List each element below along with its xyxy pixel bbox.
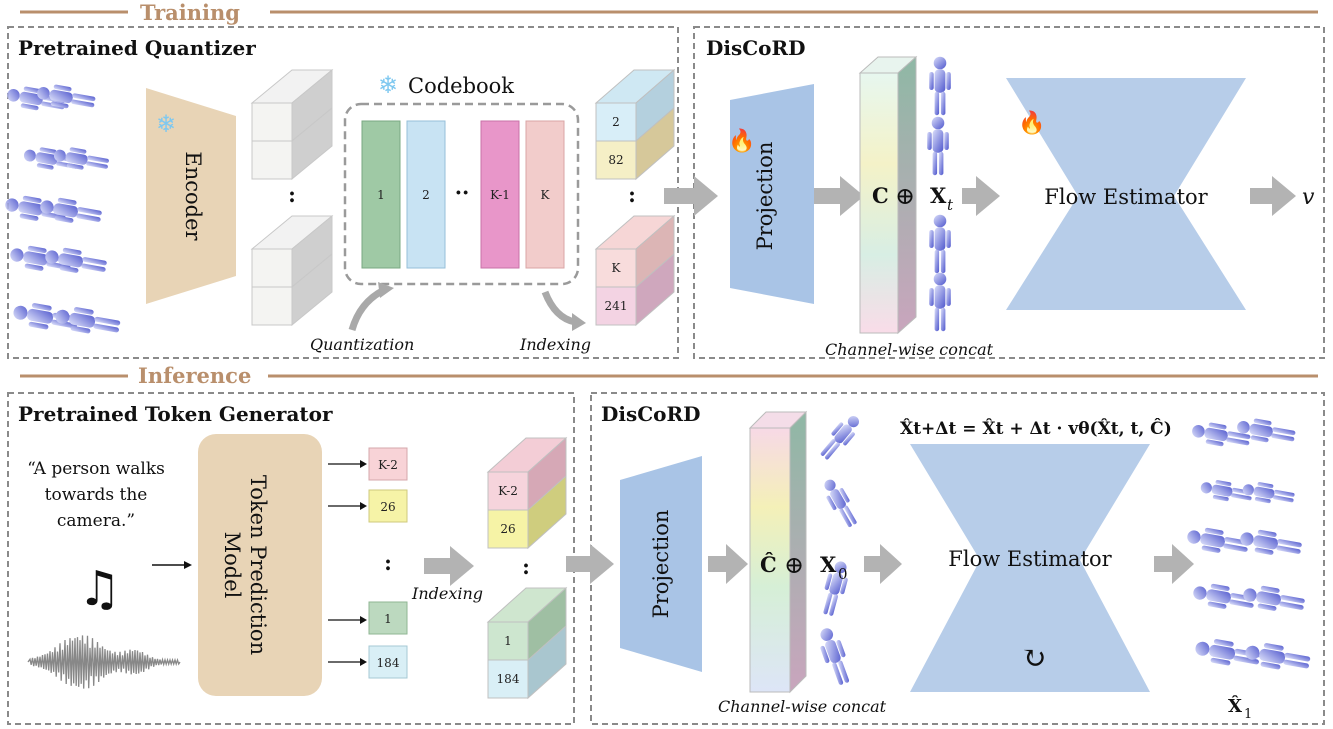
codebook-entry-k-1-label: K-1	[490, 188, 510, 202]
generator-title: Pretrained Token Generator	[18, 402, 333, 426]
train-output-v: v	[1302, 185, 1315, 210]
train-output-arrow	[1250, 176, 1296, 216]
music-note-icon: ♫	[78, 561, 121, 617]
infer-projection-label: Projection	[649, 510, 673, 619]
infer-channel-concat-label: Channel-wise concat	[718, 697, 887, 716]
train-x-symbol: X	[930, 183, 947, 208]
train-flow-fire-icon: 🔥	[1018, 110, 1045, 136]
token-bottom-b: 241	[605, 299, 628, 313]
train-x-subscript: t	[947, 196, 954, 214]
infer-cube-token-4: 184	[497, 672, 520, 686]
training-header: Training	[140, 0, 240, 25]
infer-flow-label: Flow Estimator	[948, 547, 1112, 571]
codebook-entry-2-label: 2	[422, 188, 430, 202]
codebook-label: Codebook	[408, 74, 514, 98]
discord-infer-title: DisCoRD	[601, 402, 700, 426]
train-projection-label: Projection	[753, 142, 777, 251]
train-flow-label: Flow Estimator	[1044, 185, 1208, 209]
train-projection-fire-icon: 🔥	[728, 128, 755, 154]
output-x-subscript: 1	[1244, 707, 1252, 722]
codebook-snowflake-icon: ❄	[378, 71, 398, 99]
token-top-a: 2	[612, 115, 620, 129]
quantizer-title: Pretrained Quantizer	[18, 36, 256, 60]
generated-motion-figures	[1185, 416, 1311, 675]
train-arrow-2	[814, 176, 864, 216]
generated-token-arrowheads	[360, 460, 367, 666]
music-arrowhead	[184, 561, 192, 569]
infer-cube-token-2: 26	[500, 522, 515, 536]
infer-oplus-symbol: ⊕	[784, 551, 804, 579]
infer-c-symbol: Ĉ	[760, 552, 777, 577]
token-bottom-a: K	[612, 261, 622, 275]
update-equation: X̂t+Δt = X̂t + Δt · vθ(X̂t, t, Ĉ)	[900, 418, 1172, 439]
gen-token-3: 1	[384, 612, 392, 626]
infer-arrow-2	[708, 544, 748, 584]
indexing-arrow	[545, 292, 575, 322]
train-oplus-symbol: ⊕	[895, 182, 915, 210]
encoder-snowflake-icon: ❄	[156, 110, 176, 138]
indexing-arrowhead	[572, 313, 586, 331]
train-c-symbol: C	[872, 183, 889, 208]
prompt-line-3: camera.”	[57, 511, 135, 531]
quantization-label: Quantization	[310, 335, 414, 354]
encoder-label: Encoder	[181, 151, 205, 241]
token-colon: :	[628, 182, 636, 207]
quantization-arrow	[352, 290, 384, 330]
train-arrow-3	[962, 176, 1000, 216]
gen-token-colon: :	[384, 550, 392, 575]
codebook-entry-1-label: 1	[377, 188, 385, 202]
inference-header: Inference	[138, 363, 251, 388]
infer-x-symbol: X	[820, 552, 837, 577]
gen-token-2: 26	[380, 500, 395, 514]
gen-token-1: K-2	[378, 458, 398, 472]
prompt-line-1: “A person walks	[27, 459, 165, 479]
infer-cube-token-1: K-2	[498, 484, 518, 498]
latent-colon: :	[288, 182, 296, 207]
gen-token-4: 184	[377, 656, 400, 670]
quantizer-box	[8, 27, 678, 358]
infer-noise-figures	[814, 411, 864, 687]
infer-cube-token-3: 1	[504, 634, 512, 648]
iteration-loop-icon: ↻	[1021, 641, 1046, 676]
infer-arrow-3	[864, 544, 902, 584]
infer-x-subscript: 0	[838, 565, 848, 583]
infer-output-arrow	[1154, 544, 1194, 584]
codebook-entry-k-label: K	[541, 188, 551, 202]
model-label-line-1: Token Prediction	[246, 475, 270, 655]
output-x-symbol: X̂	[1228, 695, 1242, 717]
training-indexing-label: Indexing	[519, 335, 591, 354]
training-motion-figures	[3, 82, 121, 339]
train-input-arrow	[664, 176, 718, 216]
infer-indexing-arrow	[424, 546, 474, 586]
infer-indexing-label: Indexing	[411, 584, 483, 603]
audio-waveform-icon	[28, 635, 180, 688]
prompt-line-2: towards the	[45, 485, 148, 505]
model-label-line-2: Model	[220, 532, 244, 599]
token-top-b: 82	[608, 153, 623, 167]
train-channel-concat-label: Channel-wise concat	[825, 340, 994, 359]
infer-cube-colon: :	[522, 554, 530, 579]
discord-train-title: DisCoRD	[706, 36, 805, 60]
generated-token-arrows	[328, 464, 360, 662]
codebook-ellipsis: ··	[455, 180, 470, 205]
